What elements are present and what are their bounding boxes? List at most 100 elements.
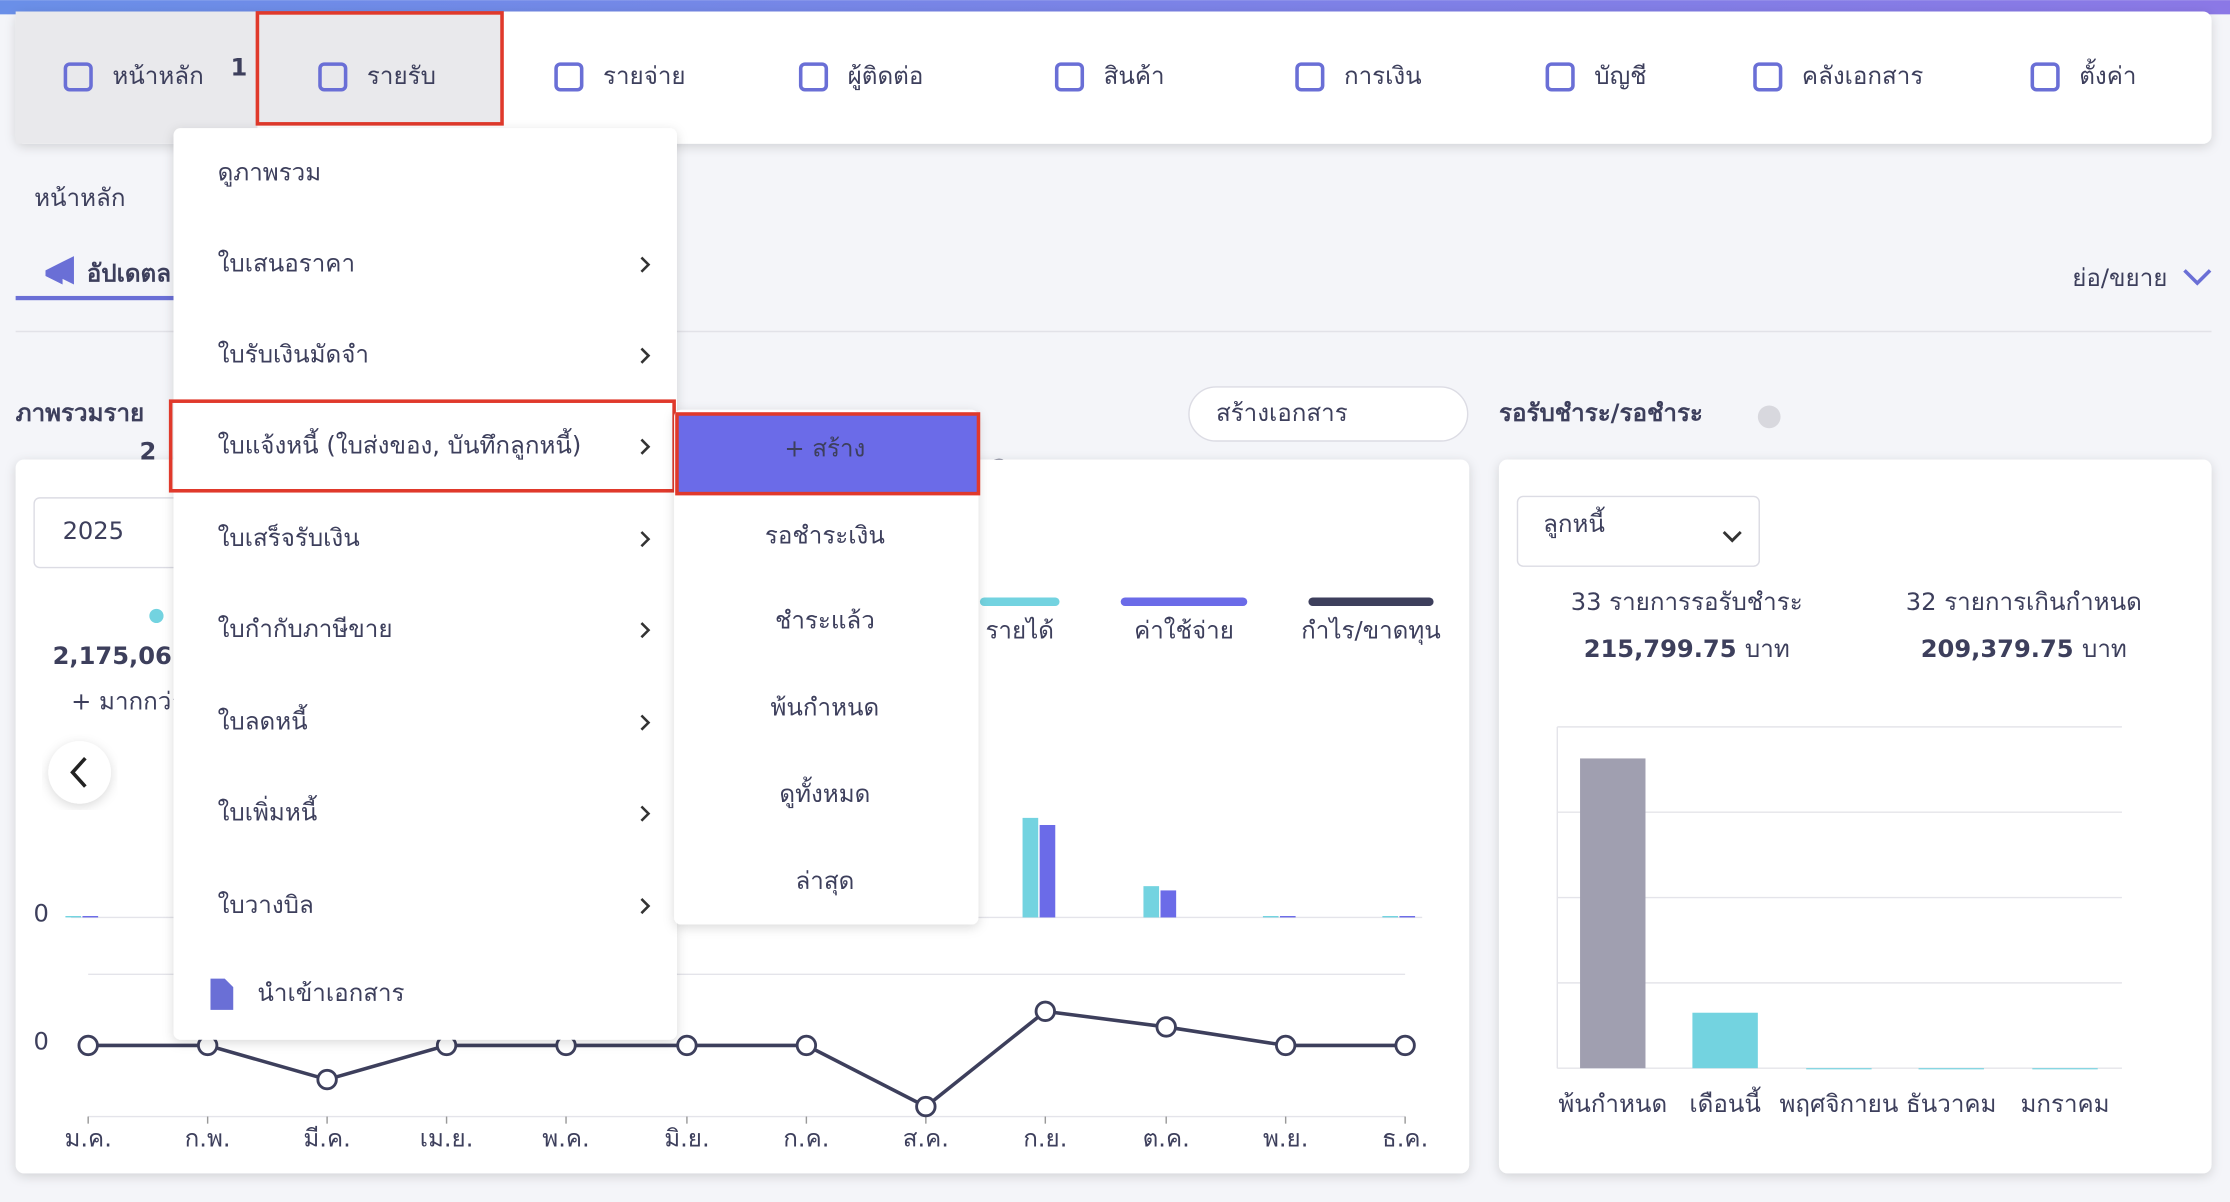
nav-item[interactable]: การเงิน [1344, 62, 1422, 90]
point [795, 1034, 818, 1057]
bar [1022, 817, 1039, 918]
submenu-item[interactable]: ชำระแล้ว [775, 607, 875, 635]
x-tick-label: ธันวาคม [1906, 1090, 1996, 1118]
bar [1262, 916, 1279, 918]
menu-item[interactable]: ใบกำกับภาษีขาย [218, 615, 393, 643]
menu-import[interactable]: นำเข้าเอกสาร [257, 979, 404, 1007]
nav-icon [554, 62, 584, 92]
bar [1160, 890, 1177, 918]
y-tick-label: 0 [34, 900, 49, 928]
x-tick-label: ก.ค. [783, 1124, 829, 1152]
legend-swatch [1120, 597, 1248, 606]
nav-item[interactable]: คลังเอกสาร [1802, 62, 1923, 90]
nav-icon [1753, 62, 1783, 92]
menu-highlight [168, 399, 676, 493]
chevron-right [640, 898, 651, 915]
megaphone-icon [45, 256, 74, 285]
nav-item[interactable]: บัญชี [1594, 62, 1646, 90]
menu-item[interactable]: ดูภาพรวม [218, 159, 322, 188]
point [1034, 1000, 1056, 1022]
bar [82, 916, 99, 918]
step-number: 2 [140, 437, 157, 465]
nav-item[interactable]: ผู้ติดต่อ [848, 62, 924, 91]
chevron-right [640, 714, 651, 731]
nav-icon [1054, 62, 1085, 92]
chevron-right [640, 622, 651, 639]
submenu-item[interactable]: รอชำระเงิน [765, 521, 885, 549]
prev-arrow [70, 756, 87, 788]
prev-button[interactable] [48, 741, 111, 804]
nav-item[interactable]: หน้าหลัก [112, 62, 203, 90]
nav-item[interactable]: ตั้งค่า [2079, 58, 2136, 90]
menu-item[interactable]: ใบเพิ่มหนี้ [218, 795, 318, 827]
x-tick-label: ก.ย. [1023, 1124, 1067, 1152]
menu-item[interactable]: ใบรับเงินมัดจำ [218, 341, 369, 369]
create-label[interactable]: + สร้าง [784, 435, 865, 463]
top-strip [0, 0, 2230, 15]
chevron-right [640, 438, 651, 455]
chevron-right [640, 531, 651, 548]
nav-icon [2030, 62, 2060, 92]
legend-swatch [979, 597, 1060, 606]
submenu-item[interactable]: พ้นกำหนด [770, 693, 879, 721]
nav-icon [63, 62, 93, 92]
chevron [1722, 531, 1742, 543]
x-tick-label: มกราคม [2020, 1090, 2109, 1118]
legend-swatch [1308, 597, 1434, 606]
nav-item[interactable]: รายจ่าย [603, 62, 686, 90]
type-select[interactable] [1516, 495, 1760, 567]
menu-item[interactable]: ใบลดหนี้ [218, 704, 308, 736]
legend-label: ค่าใช้จ่าย [1134, 617, 1234, 645]
create-button[interactable] [675, 412, 981, 496]
x-tick-label: ม.ค. [64, 1124, 111, 1152]
bar [1382, 916, 1399, 918]
x-tick-label: พ.ค. [542, 1124, 589, 1152]
type-select-label[interactable]: ลูกหนี้ [1543, 506, 1605, 539]
menu-item[interactable]: ใบเสนอราคา [218, 250, 355, 278]
bar [1806, 1068, 1872, 1070]
nav-item[interactable]: สินค้า [1104, 62, 1165, 90]
year: 2025 [63, 517, 124, 545]
x-tick-label: พ้นกำหนด [1558, 1090, 1667, 1118]
chevron-right [640, 805, 651, 822]
x-tick-label: พฤศจิกายน [1779, 1090, 1898, 1118]
tab[interactable]: อัปเดตล [87, 260, 171, 288]
total: 2,175,06 [53, 642, 172, 670]
submenu-item[interactable]: ล่าสุด [795, 867, 854, 896]
menu-item[interactable]: ใบเสร็จรับเงิน [218, 522, 360, 552]
submenu-item[interactable]: ดูทั้งหมด [779, 776, 870, 809]
dot [149, 608, 164, 624]
bar [1580, 758, 1646, 1069]
point [316, 1068, 338, 1091]
chevron-right [640, 347, 651, 364]
breadcrumb: หน้าหลัก [34, 184, 125, 212]
currency: บาท [1745, 635, 1790, 663]
x-tick-label: ต.ค. [1143, 1124, 1190, 1152]
amount-value: 209,379.75 [1921, 635, 2082, 663]
point [1155, 1016, 1177, 1038]
legend-label: รายได้ [985, 617, 1054, 645]
import-icon [210, 978, 234, 1010]
pending-count: 33 รายการรอรับชำระ [1571, 588, 1803, 616]
profit-line [88, 1009, 1406, 1109]
chevron [2183, 269, 2212, 286]
point [77, 1034, 99, 1057]
amount-value: 215,799.75 [1584, 635, 1745, 663]
create-doc-label[interactable]: สร้างเอกสาร [1216, 399, 1348, 427]
tab-underline [15, 295, 178, 301]
collapse-toggle[interactable]: ย่อ/ขยาย [2072, 264, 2167, 292]
bar [1279, 916, 1296, 918]
menu-item[interactable]: ใบวางบิล [218, 891, 314, 919]
nav-icon [798, 62, 829, 92]
nav-item[interactable]: รายรับ [367, 62, 436, 90]
amount: 215,799.75 บาท [1584, 635, 1790, 663]
x-tick-label: เดือนนี้ [1689, 1086, 1761, 1118]
bar [2032, 1068, 2098, 1070]
menu-item[interactable]: ใบแจ้งหนี้ (ใบส่งของ, บันทึกลูกหนี้) [218, 428, 582, 461]
bar [1143, 886, 1160, 918]
y-tick-label: 0 [34, 1028, 49, 1056]
section-title: รอรับชำระ/รอชำระ [1499, 399, 1703, 427]
create-doc-button[interactable] [1188, 386, 1469, 442]
x-tick-label: ก.พ. [185, 1124, 231, 1152]
